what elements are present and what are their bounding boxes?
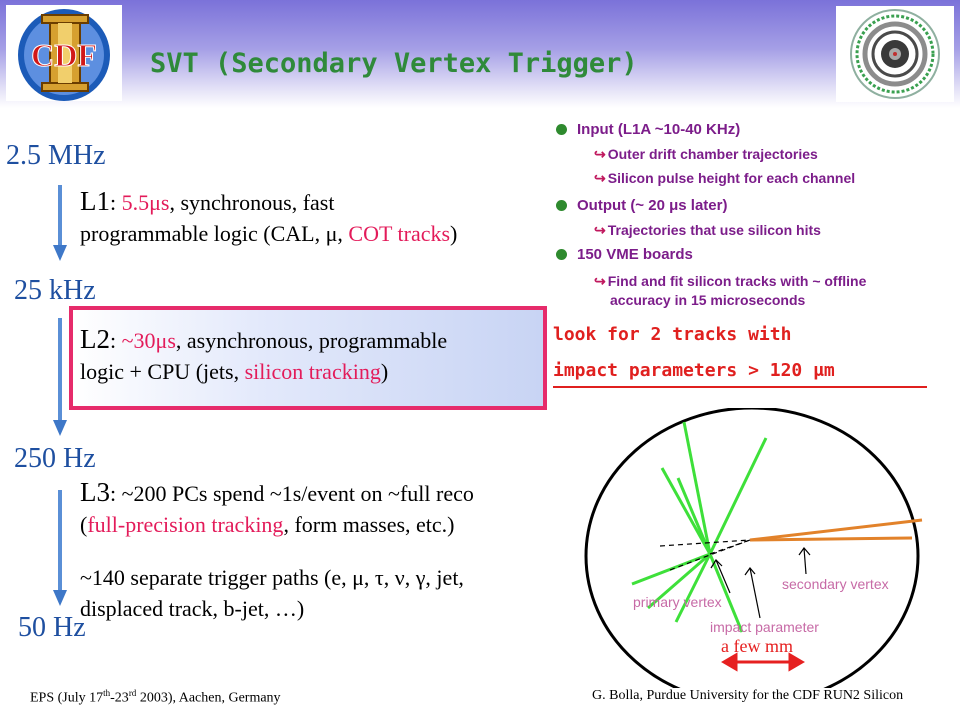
sub-arrow-icon: ↪ — [594, 222, 606, 238]
l3-full-precision: full-precision tracking — [87, 512, 284, 537]
l3-text1: ~200 PCs spend ~1s/event on ~full reco — [121, 481, 474, 506]
l2-time: ~30μs — [121, 328, 176, 353]
vertex-diagram — [584, 408, 923, 688]
bullet-vme-sub1-cont: accuracy in 15 microseconds — [610, 292, 806, 308]
bullet-input-sub1: ↪ Outer drift chamber trajectories — [594, 146, 818, 162]
sub-arrow-icon: ↪ — [594, 170, 606, 186]
label-primary-vertex: primary vertex — [633, 594, 722, 610]
footer-left: EPS (July 17th-23rd 2003), Aachen, Germa… — [30, 688, 281, 706]
trigger-paths: ~140 separate trigger paths (e, μ, τ, ν,… — [80, 562, 464, 624]
l1-sep: : — [110, 190, 122, 215]
logo-text: CDF — [31, 37, 97, 73]
l2-text1: , asynchronous, programmable — [175, 328, 448, 353]
l3-open: ( — [80, 512, 88, 537]
slide-title: SVT (Secondary Vertex Trigger) — [150, 48, 638, 79]
label-secondary-vertex: secondary vertex — [782, 576, 889, 592]
l3-name: L3 — [80, 477, 110, 507]
bullet-vme: 150 VME boards — [556, 246, 693, 263]
l1-description: L1: 5.5μs, synchronous, fast programmabl… — [80, 186, 457, 249]
l2-text2: logic + CPU (jets, — [80, 359, 245, 384]
arrow-l2 — [53, 318, 67, 436]
footer-right: G. Bolla, Purdue University for the CDF … — [592, 688, 904, 703]
l2-highlight-box — [69, 306, 547, 410]
l1-text1: , synchronous, fast — [169, 190, 335, 215]
bullet-dot-icon — [556, 248, 567, 260]
sub-arrow-icon: ↪ — [594, 146, 606, 162]
trigger-paths-line2: displaced track, b-jet, …) — [80, 596, 305, 621]
bullet-output-sub1: ↪ Trajectories that use silicon hits — [594, 222, 821, 238]
sub-arrow-icon: ↪ — [594, 273, 606, 289]
bullet-vme-sub1: ↪ Find and fit silicon tracks with ~ offl… — [594, 273, 867, 289]
rate-2-5mhz: 2.5 MHz — [6, 140, 106, 171]
l2-description: L2: ~30μs, asynchronous, programmable lo… — [80, 324, 447, 387]
look-line2: impact parameters > 120 μm — [553, 360, 835, 381]
rate-250hz: 250 Hz — [14, 443, 96, 474]
look-line1: look for 2 tracks with — [553, 324, 792, 345]
detector-image — [836, 6, 954, 102]
l1-cot: COT tracks — [348, 221, 451, 246]
cdf-logo: CDF — [6, 5, 122, 101]
bullet-dot-icon — [556, 199, 567, 211]
bullet-input: Input (L1A ~10-40 KHz) — [556, 121, 740, 138]
arrow-l1 — [53, 185, 67, 261]
header-banner — [0, 0, 960, 108]
trigger-paths-line1: ~140 separate trigger paths (e, μ, τ, ν,… — [80, 565, 464, 590]
l1-name: L1 — [80, 186, 110, 216]
l1-time: 5.5μs — [121, 190, 170, 215]
l3-sep: : — [110, 481, 122, 506]
l3-description: L3: ~200 PCs spend ~1s/event on ~full re… — [80, 477, 474, 540]
rate-25khz: 25 kHz — [14, 275, 96, 306]
label-few-mm: a few mm — [721, 636, 793, 656]
l2-text3: ) — [380, 359, 389, 384]
l3-text2: , form masses, etc.) — [283, 512, 455, 537]
l1-text3: ) — [450, 221, 458, 246]
bullet-dot-icon — [556, 123, 567, 135]
bullet-input-sub2: ↪ Silicon pulse height for each channel — [594, 170, 856, 186]
l1-text2: programmable logic (CAL, μ, — [80, 221, 349, 246]
l2-name: L2 — [80, 324, 110, 354]
l2-sep: : — [110, 328, 122, 353]
arrow-l3 — [53, 490, 67, 606]
l2-silicon: silicon tracking — [244, 359, 381, 384]
rate-50hz: 50 Hz — [18, 612, 86, 643]
label-impact-parameter: impact parameter — [710, 619, 819, 635]
look-underline — [553, 386, 927, 388]
bullet-output: Output (~ 20 μs later) — [556, 197, 727, 214]
